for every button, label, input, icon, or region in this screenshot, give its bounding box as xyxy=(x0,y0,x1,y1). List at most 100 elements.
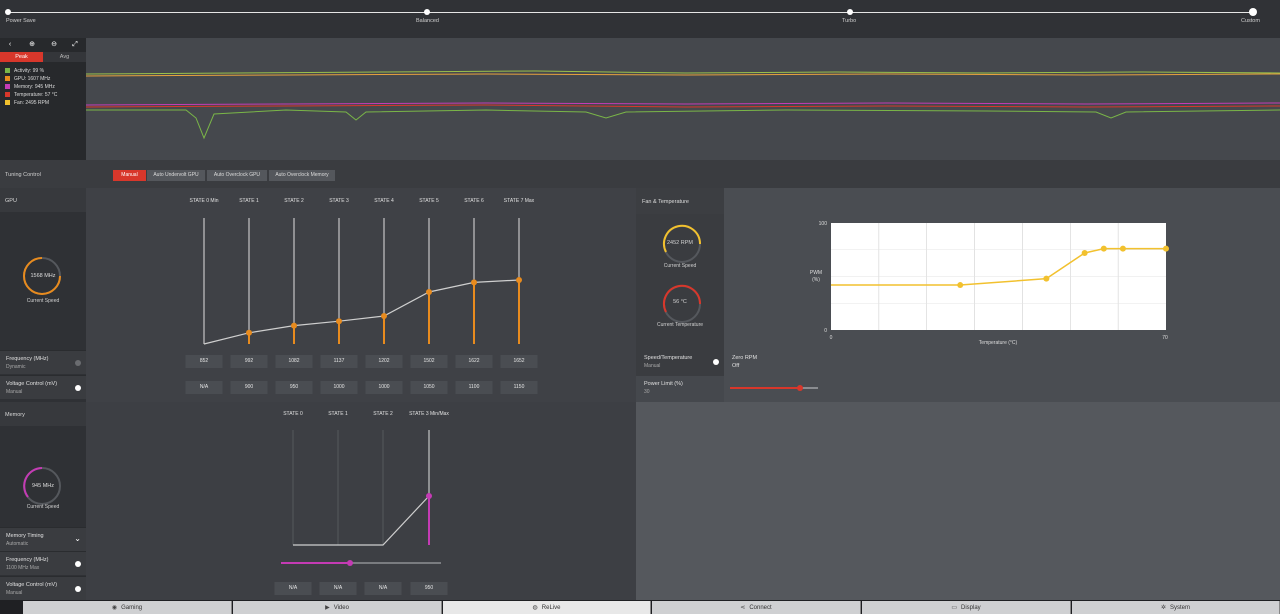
gpu-voltage-input[interactable]: 1000 xyxy=(320,381,358,394)
memory-voltage-input[interactable]: N/A xyxy=(364,582,402,595)
gpu-frequency-input[interactable]: 852 xyxy=(185,355,223,368)
tab-display[interactable]: ▭ Display xyxy=(862,601,1071,614)
gpu-voltage-input[interactable]: 1000 xyxy=(365,381,403,394)
fan-curve-chart[interactable]: 100 0 0 70 Temperature (°C) PWM (%) xyxy=(804,212,1184,352)
memory-voltage-input[interactable]: N/A xyxy=(319,582,357,595)
metric-gpu[interactable]: GPU: 1607 MHz xyxy=(5,76,50,84)
checkbox-icon[interactable] xyxy=(5,100,10,106)
gpu-section-label: GPU xyxy=(0,188,86,212)
preset-track[interactable] xyxy=(6,12,1254,13)
tab-system[interactable]: ✲ System xyxy=(1072,601,1280,614)
fan-curve-point[interactable] xyxy=(1100,245,1107,252)
preset-label-power-save[interactable]: Power Save xyxy=(6,18,36,24)
memory-voltage-input[interactable]: 950 xyxy=(410,582,448,595)
expand-icon[interactable]: ⤢ xyxy=(72,41,78,48)
gpu-voltage-input[interactable]: 1050 xyxy=(410,381,448,394)
preset-dot-turbo[interactable] xyxy=(847,9,853,15)
gpu-voltage-row[interactable]: Voltage Control (mV) Manual xyxy=(0,375,86,399)
gpu-frequency-input[interactable]: 1137 xyxy=(320,355,358,368)
gpu-voltage-input[interactable]: N/A xyxy=(185,381,223,394)
memory-state-label: STATE 0 xyxy=(283,411,303,417)
checkbox-icon[interactable] xyxy=(5,68,10,74)
metric-memory[interactable]: Memory: 945 MHz xyxy=(5,84,55,92)
gpu-state-label: STATE 2 xyxy=(284,198,304,204)
power-limit-slider-track[interactable] xyxy=(730,385,818,391)
auto-overclock-memory-button[interactable]: Auto Overclock Memory xyxy=(269,170,335,181)
zoom-out-icon[interactable]: ⊖ xyxy=(51,41,57,48)
checkbox-icon[interactable] xyxy=(5,92,10,98)
memory-voltage-row[interactable]: Voltage Control (mV) Manual xyxy=(0,576,86,600)
fan-curve-point[interactable] xyxy=(1081,249,1088,256)
speed-temperature-row[interactable]: Speed/Temperature Manual xyxy=(636,350,724,376)
gpu-state-handle[interactable] xyxy=(246,329,252,336)
avg-tab[interactable]: Avg xyxy=(43,52,86,62)
gpu-voltage-title: Voltage Control (mV) xyxy=(6,381,58,387)
gpu-state-handle[interactable] xyxy=(471,279,477,286)
preset-label-custom[interactable]: Custom xyxy=(1241,18,1260,24)
speed-temperature-toggle[interactable] xyxy=(713,359,719,365)
preset-dot-balanced[interactable] xyxy=(424,9,430,15)
memory-frequency-toggle[interactable] xyxy=(75,561,81,567)
gpu-frequency-input[interactable]: 1622 xyxy=(455,355,493,368)
checkbox-icon[interactable] xyxy=(5,84,10,90)
gpu-voltage-toggle[interactable] xyxy=(75,385,81,391)
tab-relive[interactable]: ◍ ReLive xyxy=(443,601,651,614)
gpu-frequency-input[interactable]: 1202 xyxy=(365,355,403,368)
tab-gaming[interactable]: ◉ Gaming xyxy=(23,601,232,614)
gpu-frequency-row[interactable]: Frequency (MHz) Dynamic xyxy=(0,350,86,374)
temperature-gauge-icon xyxy=(663,284,702,323)
manual-button[interactable]: Manual xyxy=(113,170,146,181)
power-limit-slider-handle[interactable] xyxy=(797,385,804,391)
gpu-voltage-input[interactable]: 950 xyxy=(275,381,313,394)
checkbox-icon[interactable] xyxy=(5,76,10,82)
gpu-state-handle[interactable] xyxy=(336,318,342,325)
peak-tab[interactable]: Peak xyxy=(0,52,43,62)
preset-label-balanced[interactable]: Balanced xyxy=(416,18,439,24)
fan-curve-point[interactable] xyxy=(1043,275,1050,282)
preset-dot-power-save[interactable] xyxy=(5,9,11,15)
y-tick-label: 100 xyxy=(819,221,828,227)
auto-overclock-gpu-button[interactable]: Auto Overclock GPU xyxy=(207,170,267,181)
gpu-state-handle[interactable] xyxy=(381,313,387,319)
back-icon[interactable]: ‹ xyxy=(8,41,12,48)
gpu-state-handle[interactable] xyxy=(516,277,522,283)
memory-voltage-input[interactable]: N/A xyxy=(274,582,312,595)
auto-undervolt-gpu-button[interactable]: Auto Undervolt GPU xyxy=(147,170,205,181)
metrics-panel: ‹ ⊕ ⊖ ⤢ Peak Avg Activity: 99 % GPU: 160… xyxy=(0,38,86,160)
gpu-state-chart[interactable] xyxy=(86,188,636,402)
gpu-state-handle[interactable] xyxy=(291,322,297,329)
chevron-down-icon[interactable]: ⌄ xyxy=(74,534,81,543)
memory-frequency-row[interactable]: Frequency (MHz) 1100 MHz Max xyxy=(0,551,86,575)
memory-voltage-toggle[interactable] xyxy=(75,586,81,592)
memory-state-chart[interactable] xyxy=(86,402,636,600)
zoom-in-icon[interactable]: ⊕ xyxy=(29,41,35,48)
metric-activity[interactable]: Activity: 99 % xyxy=(5,68,44,76)
temperature-caption: Current Temperature xyxy=(656,322,704,328)
preset-label-turbo[interactable]: Turbo xyxy=(842,18,857,24)
zero-rpm-value[interactable]: Off xyxy=(732,363,740,369)
metric-temperature[interactable]: Temperature: 57 °C xyxy=(5,92,57,100)
gpu-frequency-toggle[interactable] xyxy=(75,360,81,366)
metric-fan[interactable]: Fan: 2495 RPM xyxy=(5,100,49,108)
memory-timing-row[interactable]: Memory Timing Automatic ⌄ xyxy=(0,527,86,551)
gpu-frequency-input[interactable]: 1652 xyxy=(500,355,538,368)
preset-slider[interactable]: Power Save Balanced Turbo Custom xyxy=(0,0,1280,38)
memory-slider-handle[interactable] xyxy=(347,560,353,566)
speed-temperature-title: Speed/Temperature xyxy=(644,355,693,361)
gpu-voltage-input[interactable]: 1100 xyxy=(455,381,493,394)
tab-connect[interactable]: ⋖ Connect xyxy=(652,601,861,614)
fan-curve-point[interactable] xyxy=(1163,245,1169,252)
preset-dot-custom[interactable] xyxy=(1249,8,1257,16)
gpu-frequency-input[interactable]: 1502 xyxy=(410,355,448,368)
gpu-frequency-input[interactable]: 992 xyxy=(230,355,268,368)
gpu-frequency-input[interactable]: 1082 xyxy=(275,355,313,368)
memory-speed-gauge xyxy=(20,464,64,508)
gpu-frequency-sub: Dynamic xyxy=(6,364,26,370)
fan-curve-point[interactable] xyxy=(1119,245,1126,252)
gpu-voltage-input[interactable]: 1150 xyxy=(500,381,538,394)
tab-video[interactable]: ▶ Video xyxy=(233,601,442,614)
fan-curve-point[interactable] xyxy=(957,282,964,289)
gpu-state-handle[interactable] xyxy=(426,289,432,295)
memory-state-handle[interactable] xyxy=(426,493,432,499)
gpu-voltage-input[interactable]: 900 xyxy=(230,381,268,394)
